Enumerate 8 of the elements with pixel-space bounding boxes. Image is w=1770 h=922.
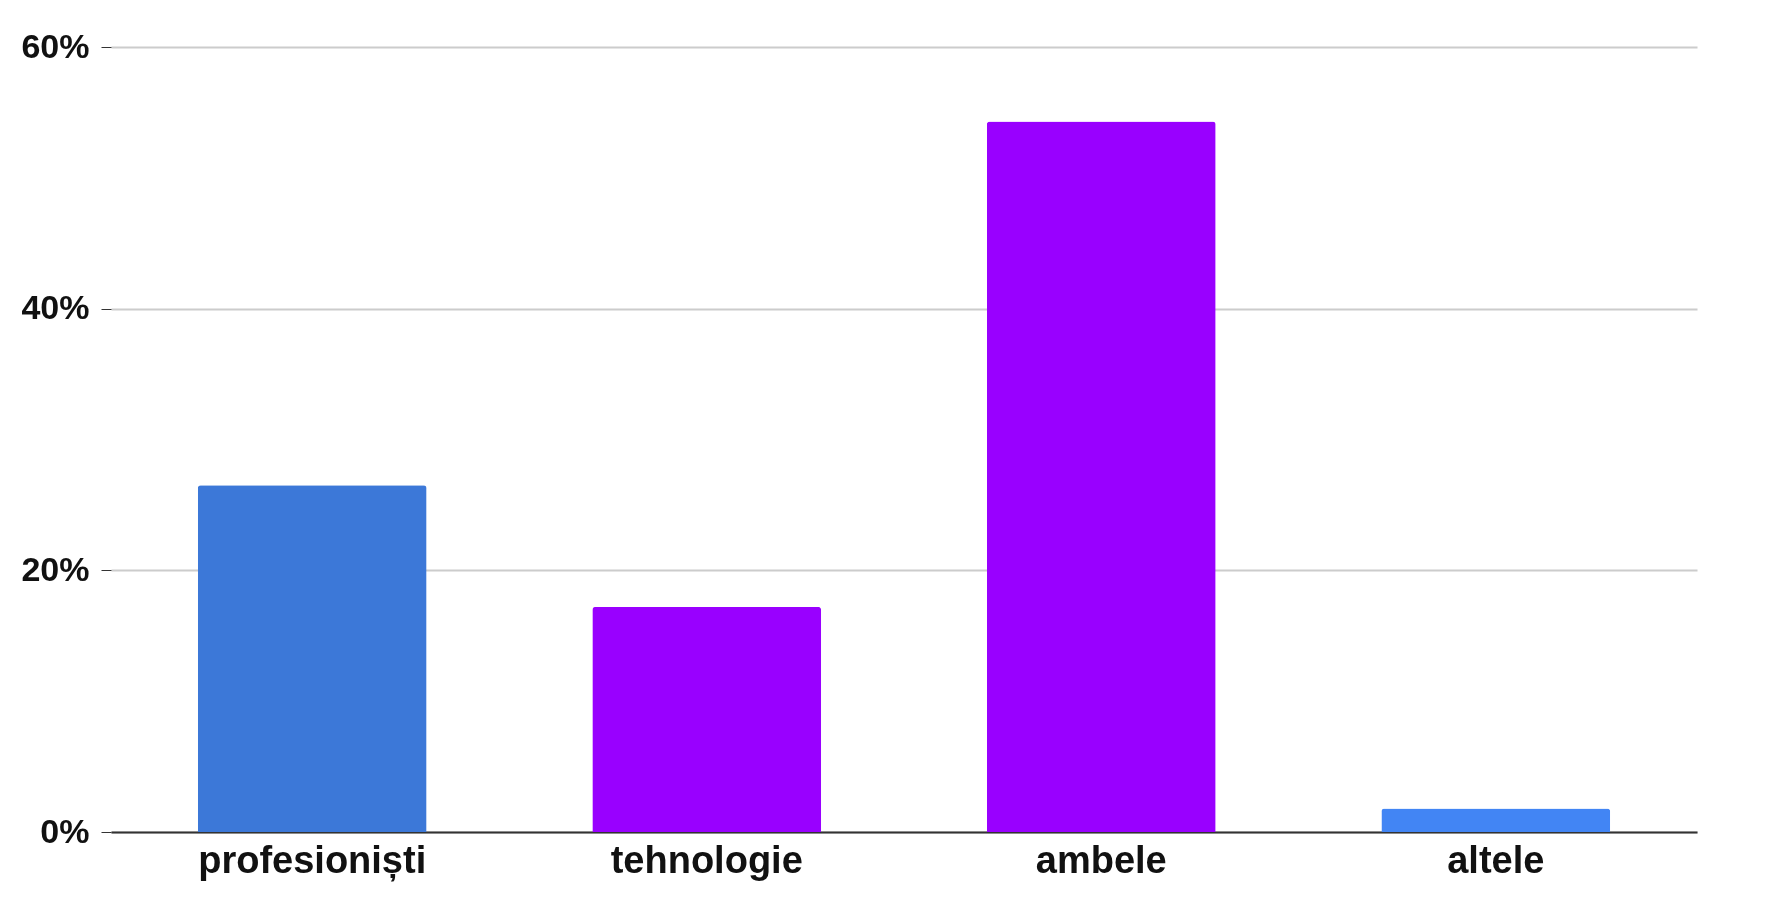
y-tick-label: 20%: [21, 549, 90, 588]
y-tick-label: 60%: [21, 26, 90, 65]
x-tick-label: profesioniști: [198, 838, 427, 882]
x-tick-label: ambele: [1035, 838, 1167, 881]
x-tick-label: tehnologie: [610, 838, 803, 881]
x-tick-label: altele: [1447, 838, 1545, 881]
y-tick-label: 0%: [40, 811, 90, 850]
y-tick-label: 40%: [21, 288, 90, 327]
